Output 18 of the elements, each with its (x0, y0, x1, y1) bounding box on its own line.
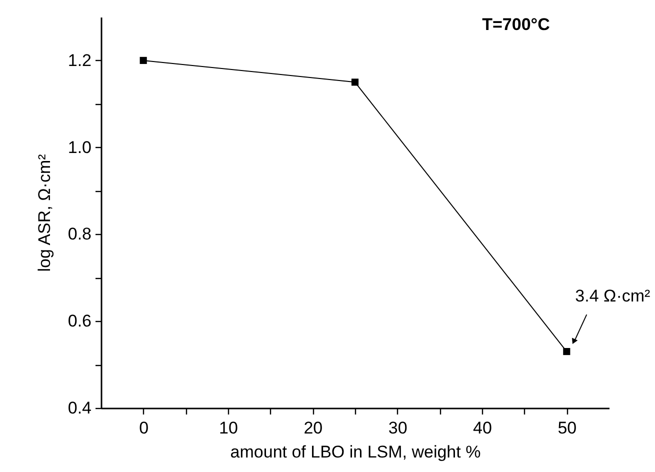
x-tick-label: 0 (139, 418, 149, 438)
x-tick-label: 10 (219, 418, 238, 438)
y-tick-label: 0.8 (68, 224, 92, 244)
y-tick-label: 1.0 (68, 138, 92, 157)
x-tick-label: 30 (388, 418, 408, 438)
x-tick-label: 40 (473, 418, 492, 438)
y-tick-label: 1.2 (68, 50, 92, 70)
annotation: T=700°C (482, 15, 550, 34)
x-tick-label: 20 (304, 418, 323, 438)
y-axis-title: log ASR, Ω·cm² (34, 154, 54, 272)
y-tick-label: 0.4 (68, 398, 92, 418)
point (563, 348, 570, 356)
annotation: 3.4 Ω·cm² (575, 286, 651, 306)
point (140, 56, 147, 64)
point (351, 78, 359, 86)
x-axis-title: amount of LBO in LSM, weight % (230, 442, 481, 462)
y-tick-label: 0.6 (68, 312, 92, 331)
x-tick-label: 50 (558, 418, 577, 438)
